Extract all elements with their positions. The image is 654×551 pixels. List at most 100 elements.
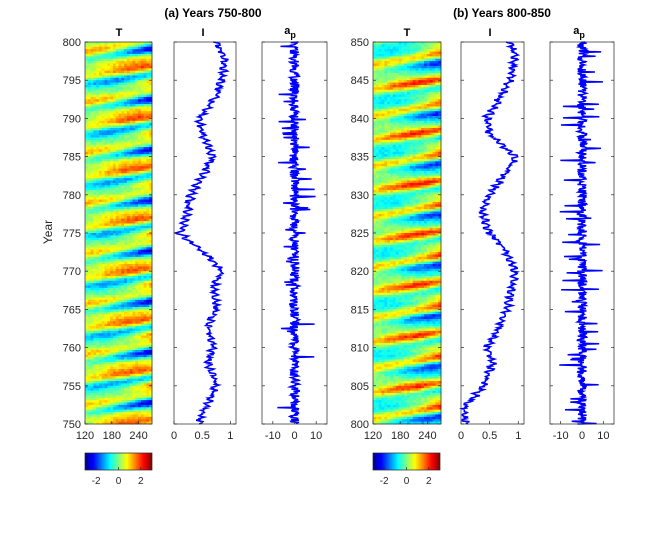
- heatmap-cell: [112, 302, 117, 306]
- heatmap-cell: [98, 194, 103, 198]
- heatmap-cell: [135, 237, 139, 241]
- heatmap-cell: [138, 75, 142, 79]
- heatmap-cell: [101, 163, 105, 167]
- heatmap-cell: [90, 304, 94, 308]
- heatmap-cell: [143, 63, 147, 67]
- heatmap-cell: [138, 287, 142, 291]
- heatmap-cell: [387, 125, 391, 129]
- heatmap-cell: [98, 371, 103, 375]
- heatmap-cell: [87, 170, 91, 174]
- heatmap-cell: [378, 87, 382, 91]
- heatmap-cell: [149, 259, 153, 263]
- heatmap-cell: [96, 244, 100, 248]
- heatmap-cell: [143, 264, 147, 267]
- heatmap-cell: [124, 82, 128, 86]
- heatmap-cell: [93, 51, 97, 55]
- heatmap-cell: [143, 366, 147, 370]
- heatmap-cell: [407, 116, 411, 119]
- heatmap-cell: [98, 378, 103, 382]
- heatmap-cell: [140, 304, 145, 308]
- heatmap-cell: [126, 400, 131, 403]
- heatmap-cell: [87, 166, 91, 169]
- heatmap-cell: [146, 402, 150, 406]
- heatmap-cell: [418, 77, 422, 81]
- heatmap-cell: [90, 254, 94, 258]
- year-tick-label: 755: [63, 381, 81, 393]
- heatmap-cell: [121, 278, 125, 282]
- heatmap-cell: [129, 175, 133, 179]
- heatmap-cell: [90, 92, 94, 95]
- heatmap-cell: [87, 130, 91, 134]
- heatmap-cell: [129, 388, 133, 391]
- heatmap-cell: [129, 218, 133, 222]
- heatmap-cell: [126, 135, 131, 138]
- heatmap-cell: [135, 199, 139, 203]
- heatmap-cell: [146, 80, 150, 83]
- heatmap-cell: [118, 235, 122, 239]
- heatmap-cell: [146, 404, 150, 408]
- heatmap-cell: [90, 70, 94, 74]
- heatmap-cell: [404, 70, 408, 74]
- heatmap-cell: [87, 321, 91, 325]
- heatmap-cell: [115, 42, 119, 45]
- heatmap-cell: [104, 345, 108, 348]
- heatmap-cell: [126, 87, 131, 91]
- heatmap-cell: [424, 96, 428, 100]
- heatmap-cell: [124, 73, 128, 76]
- heatmap-cell: [146, 211, 150, 215]
- heatmap-cell: [395, 101, 399, 105]
- heatmap-cell: [118, 259, 122, 263]
- heatmap-cell: [140, 75, 145, 79]
- heatmap-cell: [96, 278, 100, 282]
- heatmap-cell: [101, 390, 105, 394]
- heatmap-cell: [96, 108, 100, 112]
- heatmap-cell: [118, 414, 122, 418]
- heatmap-cell: [381, 96, 385, 100]
- heatmap-cell: [85, 385, 89, 389]
- heatmap-cell: [146, 149, 150, 153]
- heatmap-cell: [432, 51, 436, 55]
- heatmap-cell: [135, 99, 139, 103]
- heatmap-cell: [104, 192, 108, 196]
- heatmap-cell: [132, 192, 136, 196]
- heatmap-cell: [129, 373, 133, 377]
- heatmap-cell: [110, 287, 114, 291]
- heatmap-cell: [101, 211, 105, 215]
- heatmap-cell: [101, 73, 105, 76]
- heatmap-cell: [135, 127, 139, 131]
- heatmap-cell: [124, 333, 128, 337]
- heatmap-cell: [438, 44, 442, 48]
- heatmap-cell: [387, 51, 391, 55]
- heatmap-cell: [118, 185, 122, 189]
- heatmap-cell: [424, 125, 428, 129]
- heatmap-cell: [96, 80, 100, 83]
- heatmap-cell: [96, 118, 100, 122]
- heatmap-cell: [140, 151, 145, 155]
- heatmap-cell: [424, 132, 428, 136]
- heatmap-cell: [126, 63, 131, 67]
- heatmap-cell: [107, 335, 111, 339]
- heatmap-cell: [96, 223, 100, 227]
- heatmap-cell: [138, 182, 142, 186]
- heatmap-cell: [124, 266, 128, 270]
- heatmap-cell: [110, 304, 114, 308]
- heatmap-cell: [93, 94, 97, 98]
- heatmap-cell: [138, 216, 142, 220]
- heatmap-cell: [107, 381, 111, 384]
- heatmap-cell: [149, 323, 153, 327]
- heatmap-cell: [98, 254, 103, 258]
- heatmap-cell: [135, 173, 139, 177]
- heatmap-cell: [132, 247, 136, 251]
- heatmap-cell: [140, 206, 145, 210]
- heatmap-cell: [87, 149, 91, 153]
- heatmap-cell: [104, 278, 108, 282]
- heatmap-cell: [121, 392, 125, 396]
- heatmap-cell: [107, 194, 111, 198]
- heatmap-cell: [140, 354, 145, 358]
- heatmap-cell: [90, 252, 94, 255]
- heatmap-cell: [401, 118, 405, 122]
- heatmap-cell: [110, 345, 114, 348]
- heatmap-cell: [143, 42, 147, 45]
- heatmap-cell: [126, 249, 131, 253]
- heatmap-cell: [401, 61, 405, 64]
